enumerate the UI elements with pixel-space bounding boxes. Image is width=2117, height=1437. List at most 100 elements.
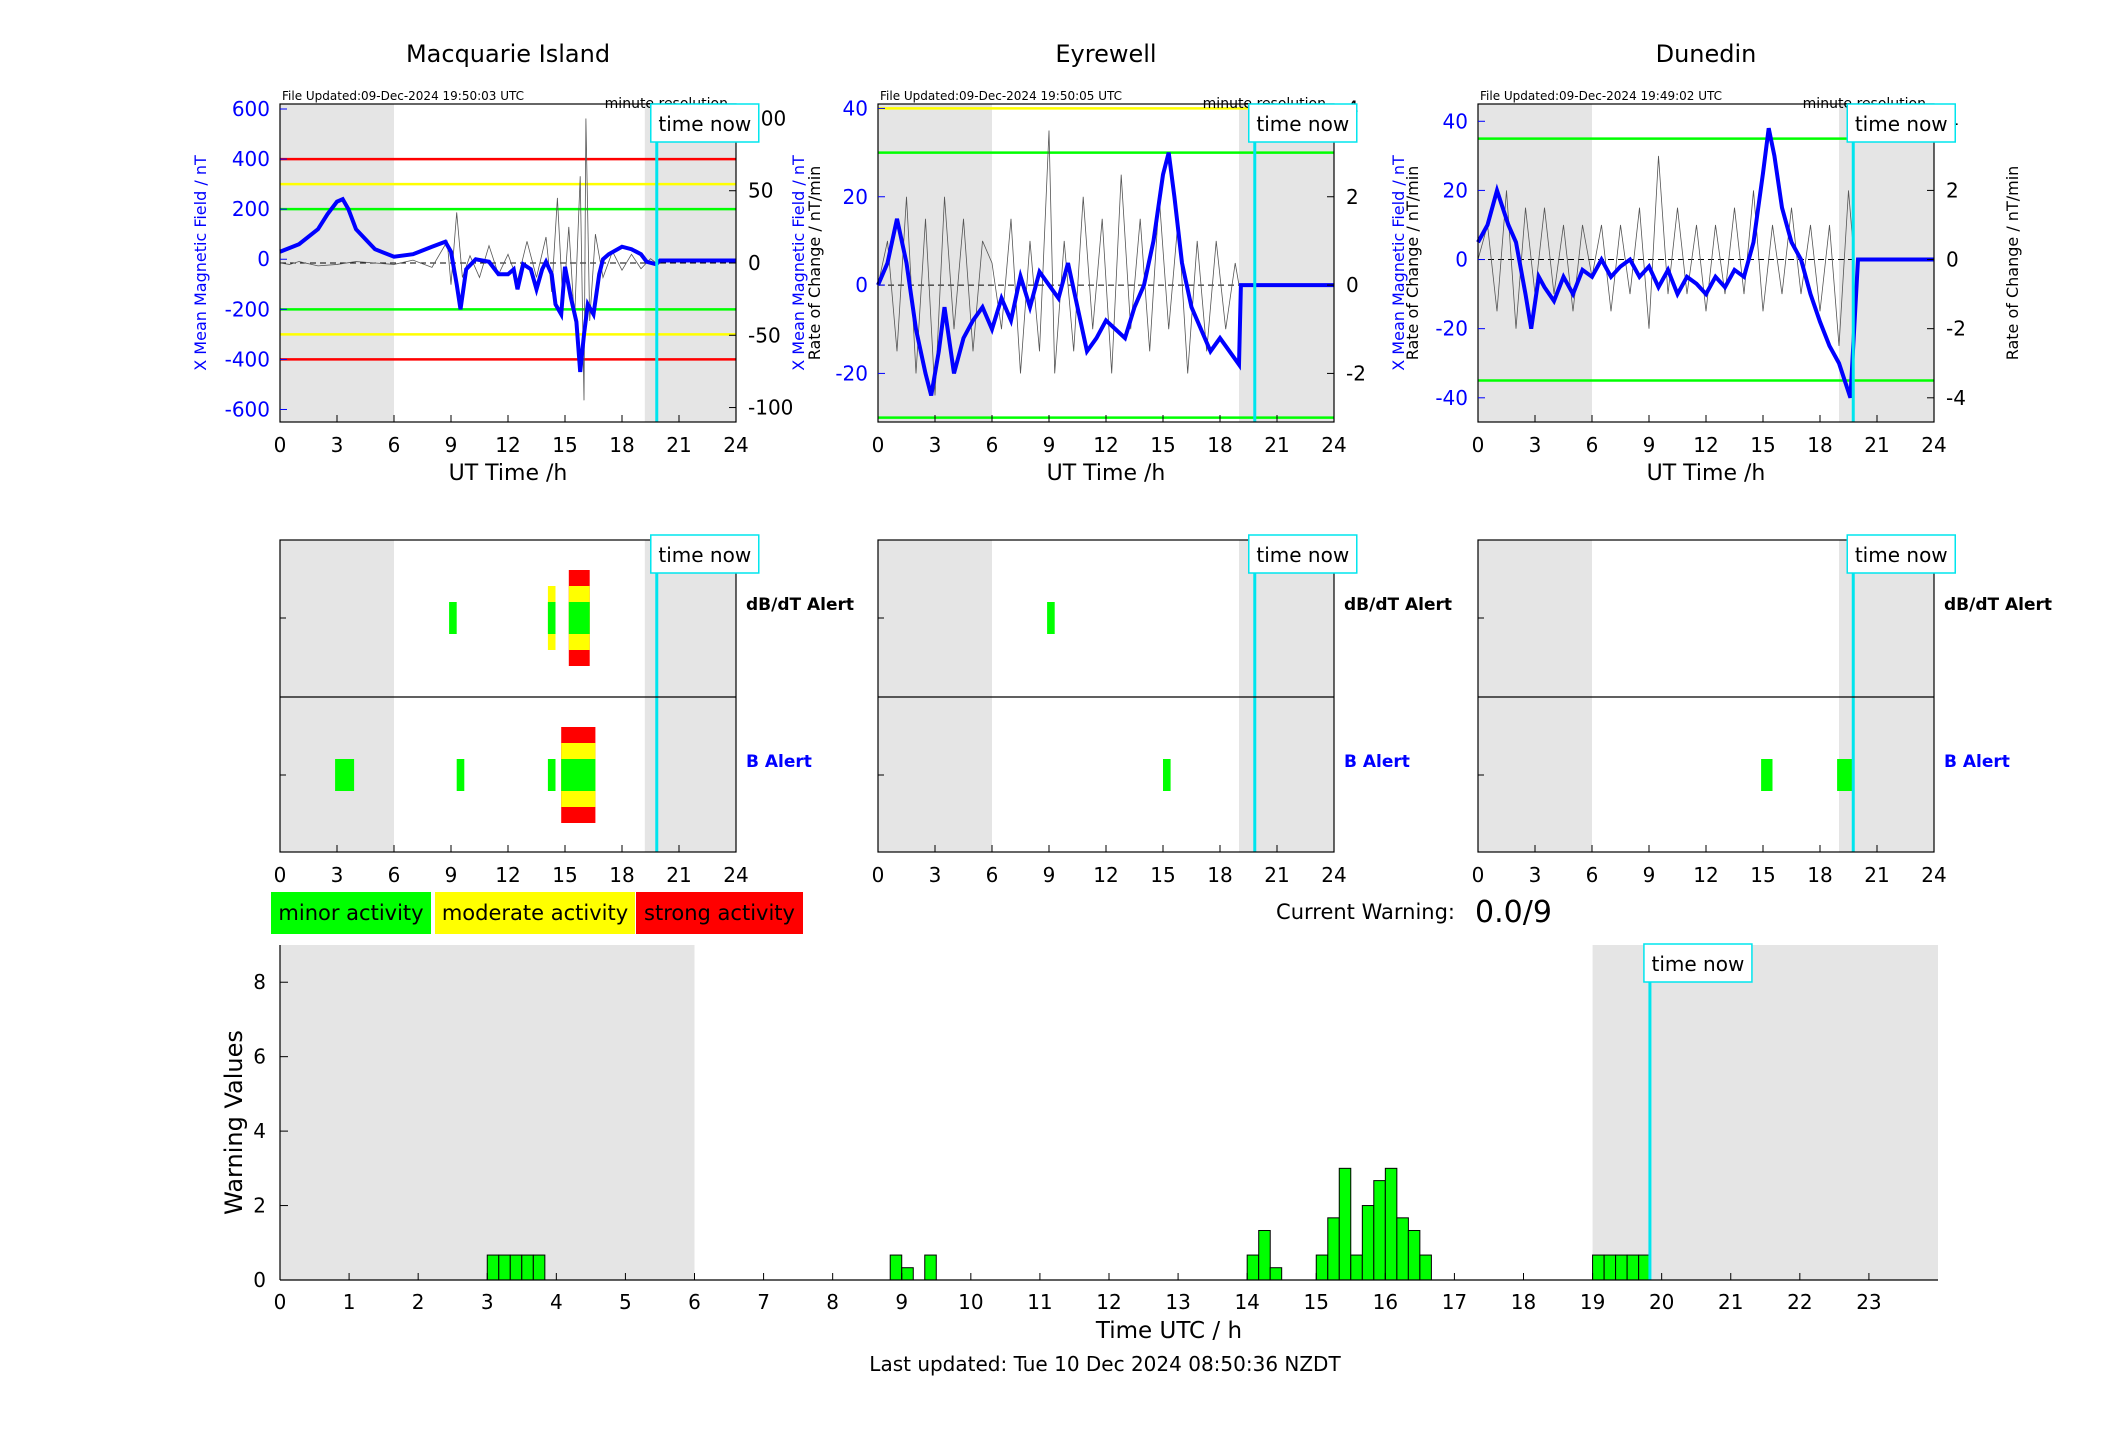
left-tick-label: 0 — [855, 273, 868, 297]
b-alert-block-minor — [1761, 759, 1773, 791]
b-alert-label: B Alert — [1944, 752, 2010, 772]
warning-night-shade — [280, 945, 695, 1280]
current-warning-label: Current Warning: — [1276, 900, 1455, 924]
alert-x-tick-label: 6 — [986, 863, 999, 887]
warning-x-tick-label: 9 — [895, 1290, 908, 1314]
time-now-label: time now — [658, 543, 751, 567]
left-tick-label: -40 — [1435, 386, 1468, 410]
x-tick-label: 0 — [872, 433, 885, 457]
x-tick-label: 6 — [388, 433, 401, 457]
warning-x-tick-label: 14 — [1234, 1290, 1259, 1314]
file-updated-label: File Updated:09-Dec-2024 19:49:02 UTC — [1480, 89, 1722, 103]
x-tick-label: 18 — [1207, 433, 1232, 457]
left-tick-label: -600 — [225, 397, 270, 421]
right-tick-label: -100 — [748, 396, 793, 420]
x-tick-label: 12 — [1093, 433, 1118, 457]
right-tick-label: 0 — [1946, 248, 1959, 272]
alert-x-tick-label: 6 — [388, 863, 401, 887]
warning-bar — [1246, 1254, 1260, 1281]
x-tick-label: 18 — [609, 433, 634, 457]
legend-label-moderate: moderate activity — [442, 901, 628, 925]
legend-label-strong: strong activity — [644, 901, 795, 925]
warning-y-tick-label: 4 — [253, 1119, 266, 1143]
magnetic-field-series — [1476, 127, 1934, 399]
right-tick-label: 0 — [1346, 273, 1359, 297]
alert-x-tick-label: 9 — [1643, 863, 1656, 887]
warning-x-tick-label: 5 — [619, 1290, 632, 1314]
x-tick-label: 15 — [552, 433, 577, 457]
warning-bar — [1592, 1254, 1605, 1281]
alert-night-shade — [1239, 540, 1334, 852]
x-tick-label: 0 — [1472, 433, 1485, 457]
alert-x-tick-label: 18 — [609, 863, 634, 887]
alert-x-tick-label: 18 — [1807, 863, 1832, 887]
left-tick-label: -20 — [835, 361, 868, 385]
x-tick-label: 9 — [1043, 433, 1056, 457]
time-now-box — [650, 103, 760, 143]
x-tick-label: 3 — [1529, 433, 1542, 457]
alert-night-shade — [644, 540, 736, 852]
left-tick-label: -20 — [1435, 317, 1468, 341]
x-tick-label: 21 — [1864, 433, 1889, 457]
warning-x-tick-label: 15 — [1304, 1290, 1329, 1314]
b-alert-block-minor — [335, 759, 355, 791]
b-alert-block-minor — [456, 759, 465, 791]
alert-x-tick-label: 15 — [1750, 863, 1775, 887]
warning-bar — [532, 1254, 546, 1281]
alert-x-tick-label: 12 — [1093, 863, 1118, 887]
rate-of-change-series — [877, 130, 1334, 396]
right-axis-label: Rate of Change / nT/min — [1403, 166, 1422, 361]
last-updated-footer: Last updated: Tue 10 Dec 2024 08:50:36 N… — [869, 1352, 1341, 1376]
warning-bar — [889, 1254, 903, 1281]
warning-x-axis-label: Time UTC / h — [1095, 1318, 1242, 1344]
warning-bar — [1350, 1254, 1363, 1281]
legend-swatch-strong — [636, 892, 803, 934]
right-tick-label: -2 — [1946, 317, 1966, 341]
warning-y-tick-label: 2 — [253, 1194, 266, 1218]
file-updated-label: File Updated:09-Dec-2024 19:50:05 UTC — [880, 89, 1122, 103]
dbdt-alert-label: dB/dT Alert — [1944, 595, 2052, 615]
alert-x-tick-label: 15 — [552, 863, 577, 887]
right-tick-label: -4 — [1946, 386, 1966, 410]
legend-label-minor: minor activity — [278, 901, 423, 925]
alert-x-tick-label: 3 — [929, 863, 942, 887]
legend-swatch-moderate — [435, 892, 635, 934]
x-tick-label: 15 — [1750, 433, 1775, 457]
dbdt-alert-label: dB/dT Alert — [746, 595, 854, 615]
x-tick-label: 12 — [495, 433, 520, 457]
alert-x-tick-label: 6 — [1586, 863, 1599, 887]
left-tick-label: 400 — [232, 147, 270, 171]
warning-x-tick-label: 22 — [1787, 1290, 1812, 1314]
warning-x-tick-label: 19 — [1580, 1290, 1605, 1314]
station-title: Dunedin — [1656, 40, 1757, 68]
right-axis-label: Rate of Change / nT/min — [2003, 166, 2022, 361]
warning-bar — [1419, 1254, 1432, 1281]
alert-x-tick-label: 9 — [1043, 863, 1056, 887]
right-tick-label: 50 — [748, 179, 773, 203]
magnetic-field-series — [279, 196, 736, 373]
left-tick-label: 600 — [232, 97, 270, 121]
left-axis-label: X Mean Magnetic Field / nT — [789, 155, 808, 371]
warning-x-tick-label: 16 — [1373, 1290, 1398, 1314]
time-now-label: time now — [1855, 112, 1948, 136]
warning-bar — [1384, 1167, 1398, 1281]
warning-bar — [1407, 1229, 1421, 1281]
left-axis-label: X Mean Magnetic Field / nT — [1389, 155, 1408, 371]
warning-x-tick-label: 0 — [274, 1290, 287, 1314]
time-now-box — [1248, 534, 1358, 574]
warning-x-tick-label: 20 — [1649, 1290, 1674, 1314]
warning-y-tick-label: 6 — [253, 1045, 266, 1069]
x-axis-label: UT Time /h — [449, 461, 568, 486]
warning-bar — [509, 1254, 523, 1281]
b-alert-label: B Alert — [746, 752, 812, 772]
warning-x-tick-label: 3 — [481, 1290, 494, 1314]
b-alert-block-minor — [1837, 759, 1853, 791]
time-now-label: time now — [1256, 543, 1349, 567]
alert-x-tick-label: 9 — [445, 863, 458, 887]
x-tick-label: 9 — [1643, 433, 1656, 457]
b-alert-block-minor — [547, 759, 556, 791]
left-tick-label: 0 — [257, 247, 270, 271]
alert-x-tick-label: 24 — [1921, 863, 1946, 887]
warning-bar — [924, 1254, 937, 1281]
alert-x-tick-label: 24 — [1321, 863, 1346, 887]
